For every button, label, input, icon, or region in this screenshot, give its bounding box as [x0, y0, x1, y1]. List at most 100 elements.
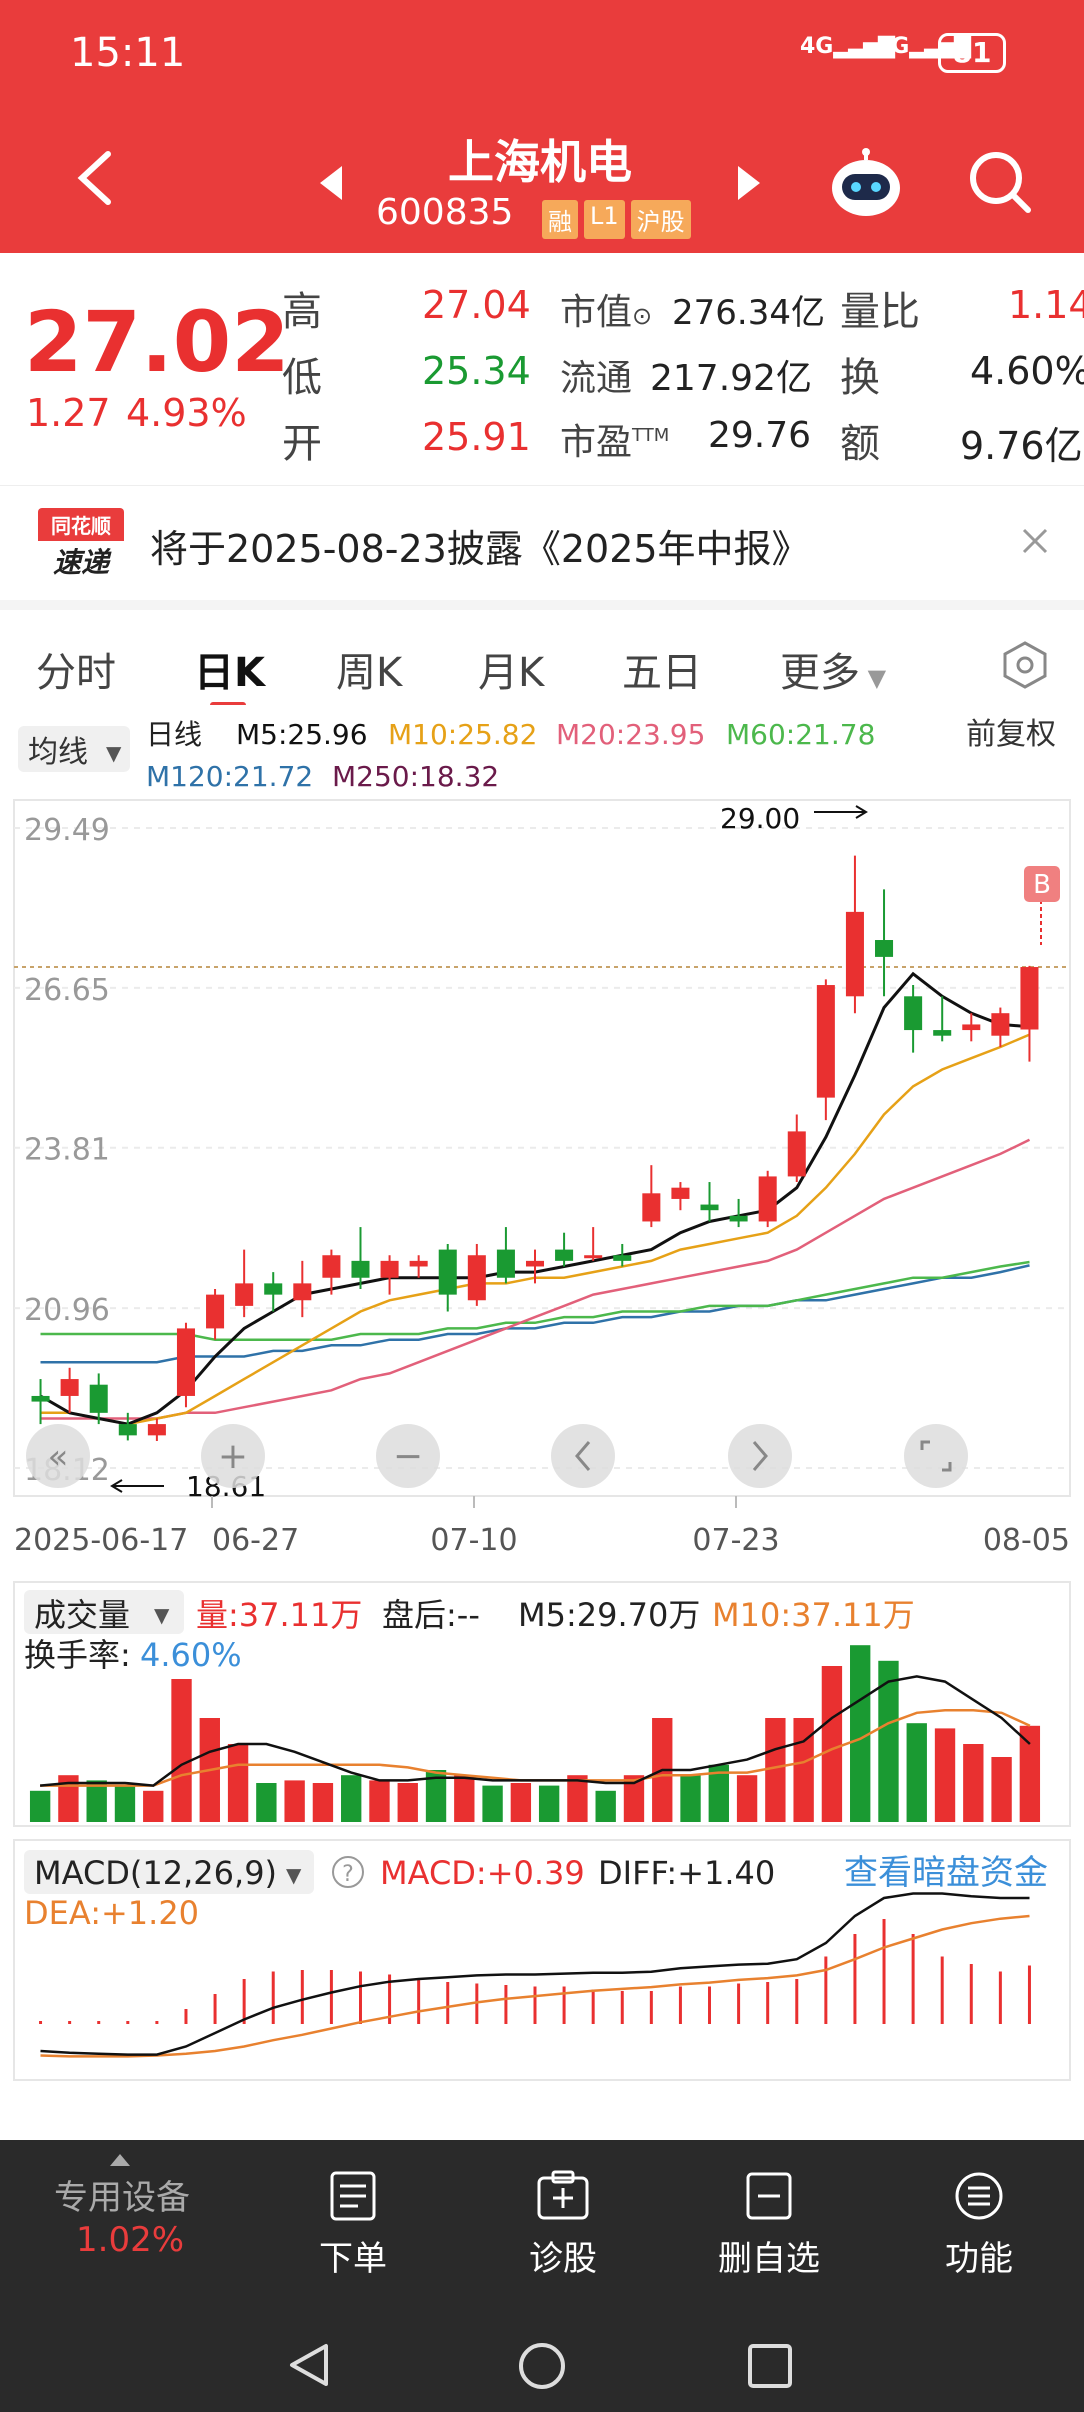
nav-recents-icon[interactable] [746, 2342, 794, 2394]
after-hours-volume: 盘后:-- [382, 1596, 480, 1634]
pe-label: 市盈TTM [560, 422, 670, 463]
bottom-toolbar: 专用设备 1.02% 下单 诊股 删自选 功能 [0, 2140, 1084, 2412]
candle-body [555, 1249, 574, 1261]
dark-pool-link[interactable]: 查看暗盘资金 [844, 1853, 1048, 1893]
candle-body [525, 1260, 545, 1267]
buy-signal-badge[interactable] [1024, 866, 1060, 902]
candle-body [904, 996, 923, 1031]
candle-body [991, 1013, 1010, 1036]
badge-margin: 融 [542, 200, 578, 239]
fullscreen-icon[interactable] [904, 1424, 968, 1488]
amount-value: 9.76亿 [960, 424, 1083, 468]
candle-body [89, 1384, 108, 1413]
volume-bar [765, 1718, 786, 1822]
diagnose-icon [537, 2170, 589, 2220]
chevron-down-icon: ▼ [860, 664, 887, 692]
candle-body [467, 1255, 486, 1301]
candle-body [409, 1260, 428, 1267]
date-tick-label: 06-27 [212, 1523, 299, 1558]
tab-more[interactable]: 更多 ▼ [780, 650, 887, 696]
macd-selector[interactable] [24, 1850, 314, 1894]
last-price: 27.02 [24, 293, 290, 391]
candle-body [729, 1215, 748, 1222]
price-change: 1.27 [26, 391, 111, 435]
functions-button[interactable]: 功能 [904, 2170, 1054, 2280]
tab-daily-k[interactable]: 日K [194, 650, 265, 696]
volume-bar [850, 1645, 871, 1822]
volume-bar [680, 1775, 701, 1822]
order-button[interactable]: 下单 [278, 2170, 428, 2280]
chart-controls: « + − [26, 1424, 968, 1488]
candle-body [322, 1255, 341, 1278]
volume-bar [227, 1744, 249, 1822]
robot-assistant-icon[interactable] [828, 148, 904, 222]
mcap-value: 276.34亿 [672, 293, 825, 333]
candle-body [933, 1030, 952, 1036]
tab-weekly-k[interactable]: 周K [336, 650, 403, 696]
tab-five-day[interactable]: 五日 [622, 650, 702, 696]
tab-monthly-k[interactable]: 月K [478, 650, 545, 696]
help-icon[interactable] [332, 1856, 364, 1888]
ma250-label: M250:18.32 [332, 760, 499, 793]
volume-bar [341, 1775, 362, 1822]
order-icon [330, 2171, 376, 2221]
nav-back-icon[interactable] [284, 2340, 334, 2394]
prev-stock-icon[interactable] [320, 166, 344, 204]
svg-text:«: « [48, 1437, 69, 1477]
buy-signal-letter: B [1033, 870, 1051, 900]
sector-name[interactable]: 专用设备 [54, 2178, 190, 2218]
chart-settings-icon[interactable] [1000, 640, 1050, 694]
order-label: 下单 [319, 2239, 387, 2279]
volume-bar [793, 1718, 814, 1822]
scroll-right-icon[interactable] [728, 1424, 792, 1488]
candle-body [264, 1283, 283, 1295]
volume-bar [425, 1770, 447, 1822]
back-icon[interactable] [70, 148, 120, 208]
info-icon[interactable]: ⊙ [632, 302, 653, 330]
badge-market: 沪股 [630, 200, 691, 239]
indicator-selector[interactable] [24, 1590, 184, 1634]
volume-ma5: M5:29.70万 [518, 1596, 700, 1634]
scroll-left-icon[interactable] [551, 1424, 615, 1488]
ma-selector[interactable] [18, 726, 130, 772]
volume-bar [736, 1775, 758, 1822]
volume-bar [821, 1666, 843, 1822]
volume-bar [58, 1775, 79, 1822]
candle-body [787, 1131, 806, 1177]
volume-ratio-label: 量比 [840, 289, 920, 335]
remove-watchlist-button[interactable]: 删自选 [694, 2170, 844, 2280]
volume-bar [369, 1780, 390, 1822]
candle-body [642, 1193, 661, 1222]
search-icon[interactable] [968, 150, 1032, 218]
next-stock-icon[interactable] [736, 166, 760, 204]
close-icon[interactable] [1020, 526, 1050, 560]
nav-home-icon[interactable] [516, 2340, 568, 2396]
turnover-rate-label: 换手率: [24, 1636, 131, 1674]
candle-body [875, 940, 894, 957]
rewind-icon[interactable] [26, 1424, 90, 1488]
float-value: 217.92亿 [650, 358, 812, 399]
candle-body [962, 1024, 981, 1031]
remove-watchlist-label: 删自选 [718, 2239, 820, 2279]
zoom-out-icon[interactable] [376, 1424, 440, 1488]
open-label: 开 [282, 421, 322, 467]
volume-bar [991, 1757, 1012, 1822]
period-tabs: 分时 日K 周K 月K 五日 更多 ▼ [0, 600, 1084, 708]
candle-body [816, 985, 835, 1098]
low-label: 低 [282, 355, 322, 401]
candle-body [118, 1424, 137, 1436]
status-time: 15:11 [70, 30, 186, 76]
adjust-mode[interactable]: 前复权 [966, 717, 1056, 752]
tab-intraday[interactable]: 分时 [36, 650, 116, 696]
date-axis: 2025-06-17 06-27 07-10 07-23 08-05 [14, 1496, 1070, 1558]
volume-bar [114, 1785, 136, 1822]
notice-banner[interactable]: 同花顺 速递 将于2025-08-23披露《2025年中报》 [0, 485, 1084, 595]
zoom-in-icon[interactable] [201, 1424, 265, 1488]
candle-body [206, 1294, 225, 1329]
ma20-line [40, 1138, 1031, 1420]
price-tick-label: 26.65 [24, 973, 110, 1008]
high-annotation: 29.00 [720, 802, 800, 835]
diagnose-button[interactable]: 诊股 [488, 2170, 638, 2280]
notice-text: 将于2025-08-23披露《2025年中报》 [150, 527, 810, 571]
volume-bar [906, 1723, 927, 1822]
